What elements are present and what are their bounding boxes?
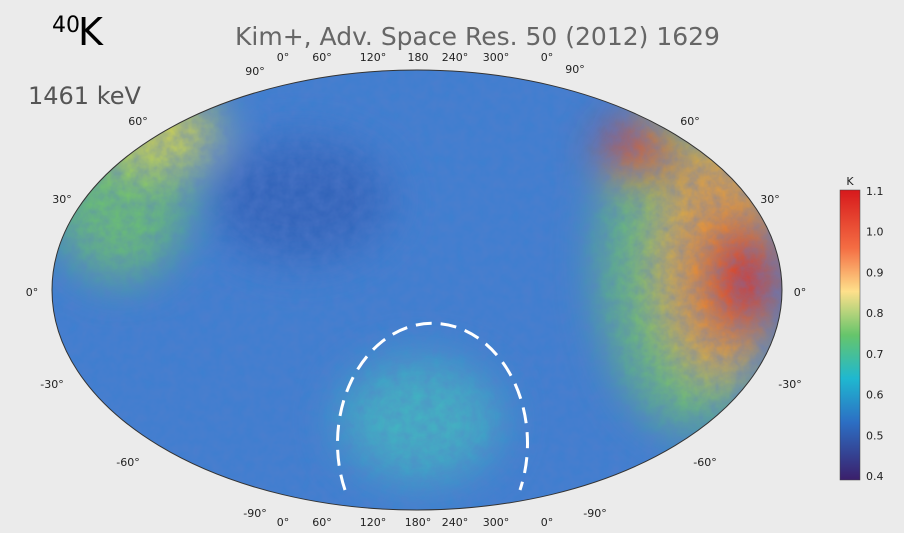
element: K — [78, 10, 104, 54]
latitude-label: 0° — [26, 286, 39, 299]
longitude-label: 180 — [408, 51, 429, 64]
longitude-label: 120° — [360, 51, 387, 64]
colorbar-tick-label: 0.6 — [866, 389, 884, 402]
colorbar-tick-label: 0.4 — [866, 470, 884, 483]
latitude-label: -90° — [243, 507, 266, 520]
latitude-label: -60° — [693, 456, 716, 469]
longitude-label: 300° — [483, 516, 510, 529]
colorbar-tick-label: 1.1 — [866, 185, 884, 198]
latitude-label: 90° — [245, 65, 265, 78]
latitude-label: 90° — [565, 63, 585, 76]
longitude-label: 0° — [541, 516, 554, 529]
latitude-label: -90° — [583, 507, 606, 520]
colorbar-tick-label: 0.9 — [866, 266, 884, 279]
latitude-label: -30° — [40, 378, 63, 391]
latitude-label: 30° — [760, 193, 780, 206]
isotope-mass: 40 — [52, 13, 80, 38]
longitude-label: 60° — [312, 516, 332, 529]
longitude-label: 240° — [442, 51, 469, 64]
longitude-label: 240° — [442, 516, 469, 529]
colorbar-tick-label: 0.8 — [866, 307, 884, 320]
longitude-label: 120° — [360, 516, 387, 529]
longitude-label: 0° — [541, 51, 554, 64]
latitude-label: 30° — [52, 193, 72, 206]
longitude-label: 180° — [405, 516, 432, 529]
colorbar-title: K — [846, 175, 854, 188]
page: 40 K 1461 keV Kim+, Adv. Space Res. 50 (… — [0, 0, 904, 533]
latitude-label: -30° — [778, 378, 801, 391]
longitude-label: 0° — [277, 51, 290, 64]
longitude-label: 60° — [312, 51, 332, 64]
energy: 1461 keV — [28, 82, 142, 110]
colorbar-tick-label: 0.5 — [866, 429, 884, 442]
colorbar-tick-label: 0.7 — [866, 348, 884, 361]
citation: Kim+, Adv. Space Res. 50 (2012) 1629 — [235, 22, 720, 51]
latitude-label: -60° — [116, 456, 139, 469]
latitude-label: 60° — [680, 115, 700, 128]
longitude-label: 300° — [483, 51, 510, 64]
colorbar-tick-label: 1.0 — [866, 226, 884, 239]
colorbar — [840, 190, 860, 480]
latitude-label: 60° — [128, 115, 148, 128]
figure: 40 K 1461 keV Kim+, Adv. Space Res. 50 (… — [0, 0, 904, 533]
longitude-label: 0° — [277, 516, 290, 529]
latitude-label: 0° — [794, 286, 807, 299]
